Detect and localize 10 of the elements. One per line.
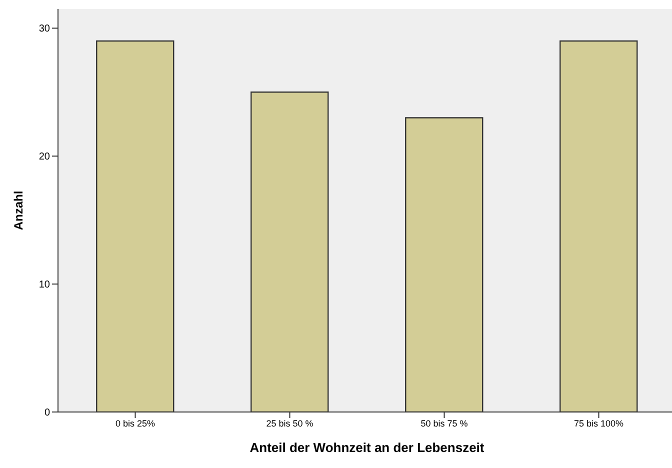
x-axis-title: Anteil der Wohnzeit an der Lebenszeit bbox=[250, 440, 485, 455]
y-tick-label: 10 bbox=[38, 280, 50, 291]
y-tick-label: 20 bbox=[38, 152, 50, 163]
x-tick-label: 75 bis 100% bbox=[574, 418, 624, 428]
y-axis-title: Anzahl bbox=[11, 190, 26, 230]
y-tick-label: 30 bbox=[38, 24, 50, 35]
y-tick-label: 0 bbox=[44, 408, 50, 419]
x-tick-label: 25 bis 50 % bbox=[266, 418, 314, 428]
x-tick-label: 0 bis 25% bbox=[115, 418, 156, 428]
x-tick-label: 50 bis 75 % bbox=[420, 418, 468, 428]
